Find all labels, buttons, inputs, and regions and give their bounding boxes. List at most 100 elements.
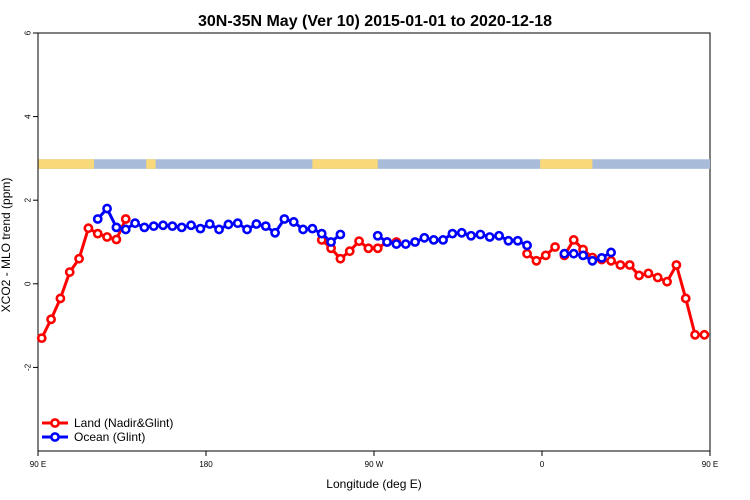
- legend-label: Land (Nadir&Glint): [74, 416, 173, 430]
- data-point: [307, 223, 318, 234]
- chart-title: 30N-35N May (Ver 10) 2015-01-01 to 2020-…: [198, 13, 552, 30]
- data-point: [204, 219, 215, 229]
- data-point: [92, 214, 103, 224]
- data-point: [512, 235, 523, 246]
- data-point: [92, 228, 103, 239]
- data-point: [223, 219, 234, 230]
- data-point: [372, 243, 383, 254]
- data-point: [36, 333, 47, 344]
- data-point: [158, 220, 168, 231]
- data-point: [382, 237, 392, 247]
- land-ocean-strip: [38, 159, 710, 169]
- data-point: [298, 224, 308, 235]
- data-point: [419, 232, 430, 243]
- data-point: [83, 223, 94, 234]
- data-point: [699, 329, 710, 340]
- data-point: [652, 272, 663, 283]
- data-point: [643, 268, 654, 279]
- land-band: [540, 159, 593, 169]
- data-point: [232, 218, 243, 229]
- data-point: [606, 247, 616, 258]
- data-point: [578, 250, 588, 261]
- data-point: [335, 253, 346, 264]
- legend-item: Land (Nadir&Glint): [42, 416, 173, 430]
- data-point: [111, 234, 122, 245]
- data-point: [148, 221, 159, 232]
- data-point: [615, 260, 626, 270]
- data-point: [428, 235, 439, 245]
- data-point: [568, 248, 579, 259]
- y-tick-label: 6: [24, 30, 33, 35]
- data-point: [466, 230, 476, 241]
- x-tick-label: 180: [199, 460, 213, 469]
- series: [36, 214, 710, 344]
- land-band: [312, 159, 378, 169]
- data-point: [111, 222, 122, 233]
- plot-frame: [37, 32, 711, 452]
- y-axis: -2 0 2 4 6: [24, 30, 39, 371]
- data-point: [531, 255, 542, 266]
- y-tick-label: -2: [24, 363, 33, 371]
- data-point: [242, 224, 252, 235]
- data-point: [130, 218, 140, 229]
- data-point: [260, 221, 271, 232]
- data-point: [410, 237, 420, 247]
- data-point: [64, 267, 75, 277]
- data-point: [288, 217, 299, 227]
- data-point: [74, 253, 84, 264]
- data-point: [484, 232, 495, 242]
- series-line: [563, 238, 705, 337]
- data-point: [270, 227, 280, 238]
- land-band: [38, 159, 94, 169]
- x-tick-label: 90 E: [702, 460, 718, 469]
- y-tick-label: 2: [24, 197, 33, 202]
- data-point: [438, 235, 448, 245]
- data-point: [522, 240, 532, 251]
- land-band: [146, 159, 156, 169]
- data-point: [680, 293, 691, 304]
- data-point: [167, 221, 178, 232]
- data-point: [568, 235, 579, 245]
- data-point: [326, 237, 336, 247]
- data-point: [634, 270, 644, 281]
- data-point: [671, 260, 682, 270]
- data-point: [690, 329, 700, 340]
- series-line: [526, 245, 557, 263]
- y-tick-label: 0: [24, 281, 33, 286]
- legend-item: Ocean (Glint): [42, 430, 145, 444]
- data-point: [344, 246, 355, 257]
- data-point: [391, 239, 402, 249]
- data-point: [102, 203, 112, 214]
- data-point: [195, 223, 206, 234]
- data-point: [494, 230, 504, 241]
- data-point: [559, 248, 570, 259]
- x-axis: 90 E 180 90 W 0 90 E: [30, 450, 718, 469]
- x-tick-label: 90 W: [365, 460, 384, 469]
- y-axis-label: XCO2 - MLO trend (ppm): [0, 178, 13, 313]
- data-point: [522, 248, 532, 259]
- data-point: [587, 255, 598, 266]
- data-point: [624, 260, 635, 270]
- data-point: [606, 255, 616, 266]
- data-point: [120, 214, 131, 224]
- data-point: [102, 232, 112, 242]
- data-point: [214, 224, 224, 235]
- x-tick-label: 90 E: [30, 460, 46, 469]
- data-point: [354, 236, 364, 247]
- data-point: [596, 252, 607, 263]
- data-point: [139, 222, 150, 233]
- legend-marker: [50, 418, 60, 428]
- data-point: [447, 228, 458, 239]
- data-point: [503, 235, 514, 246]
- data-point: [316, 228, 327, 239]
- data-point: [372, 230, 383, 241]
- data-point: [186, 220, 196, 231]
- data-point: [550, 242, 560, 252]
- data-point: [662, 276, 672, 287]
- x-axis-label: Longitude (deg E): [326, 477, 421, 491]
- data-point: [475, 229, 486, 240]
- y-tick-label: 4: [24, 114, 33, 119]
- data-point: [363, 243, 374, 254]
- series: [92, 203, 616, 266]
